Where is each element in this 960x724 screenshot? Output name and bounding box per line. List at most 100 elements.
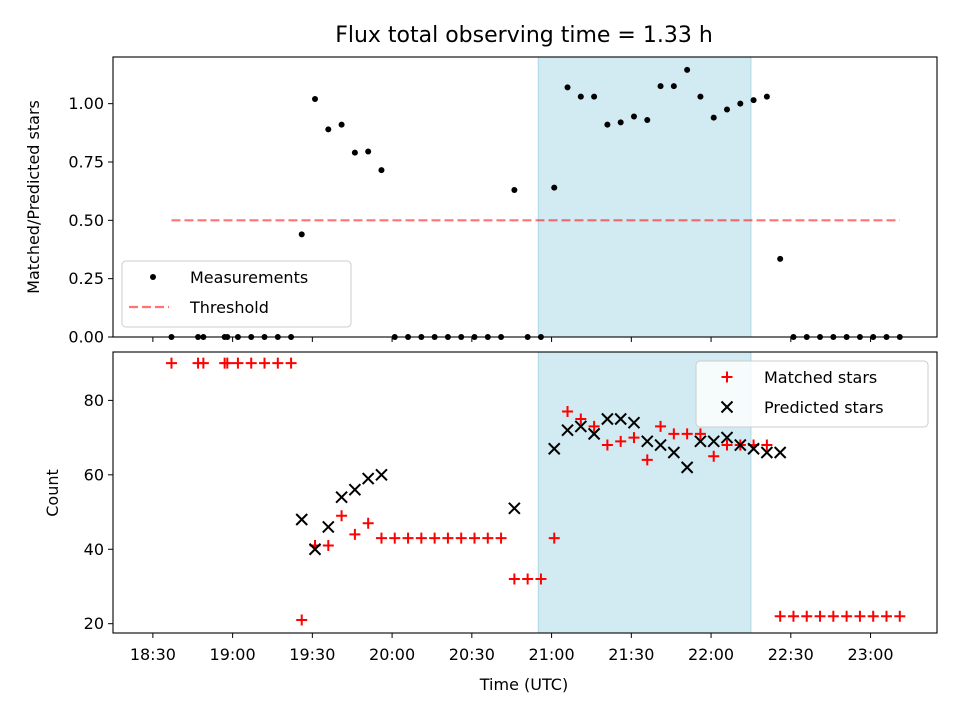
y-tick-label: 0.25 [68,269,104,288]
matched-stars-point [402,532,414,544]
legend-label: Threshold [189,298,269,317]
x-tick-label: 19:30 [289,645,335,664]
legend-box [121,260,352,328]
matched-stars-point [867,610,879,622]
measurement-point [551,184,558,191]
predicted-stars-point [707,435,720,448]
predicted-stars-point [760,446,774,459]
matched-stars-point [588,420,600,432]
x-tick-label: 23:00 [847,645,893,664]
matched-stars-point [708,450,720,462]
matched-stars-point [245,357,257,369]
matched-stars-point [761,439,773,451]
matched-stars-point [655,420,667,432]
matched-stars-point [535,573,547,585]
matched-stars-point [894,610,906,622]
x-tick-label: 18:30 [130,645,176,664]
predicted-stars-point [335,490,348,504]
measurement-point [365,148,372,155]
matched-stars-point [641,454,653,466]
matched-stars-point [508,573,520,585]
top-y-axis-label: Matched/Predicted stars [24,100,43,294]
matched-stars-point [482,532,494,544]
legend-measurements-marker [150,274,156,280]
matched-stars-point [285,357,297,369]
predicted-stars-point [601,412,614,426]
measurement-point [737,100,744,107]
predicted-stars-point [561,423,574,437]
legend-matched-marker [721,371,733,383]
matched-stars-point [429,532,441,544]
chart-title: Flux total observing time = 1.33 h [335,23,713,48]
legend-label: Measurements [190,268,308,287]
measurement-point [710,114,717,121]
matched-stars-point [349,528,361,540]
top-panel: 0.00 0.25 0.50 0.75 1.00 Measurements Threshol… [68,56,938,347]
matched-stars-point [165,357,177,369]
matched-stars-point [522,573,534,585]
measurement-point [511,187,518,193]
measurement-point [657,83,664,90]
matched-stars-point [562,406,574,418]
matched-stars-point [455,532,467,544]
x-tick-label: 20:30 [449,645,495,664]
legend: Matched stars Predicted stars [695,360,929,428]
matched-stars-point [814,610,826,622]
bottom-y-axis-label: Count [43,469,62,517]
y-tick-label: 80 [84,391,104,410]
y-tick-label: 20 [84,614,104,633]
matched-stars-point [774,610,786,622]
y-tick-label: 40 [84,540,104,559]
matched-stars-point [827,610,839,622]
predicted-stars-point [773,446,787,459]
matched-stars-point [787,610,799,622]
measurement-point [577,93,584,100]
predicted-stars-point [587,427,601,441]
matched-stars-point [548,532,560,544]
predicted-stars-point [694,435,707,448]
x-tick-label: 22:30 [768,645,814,664]
predicted-stars-point [641,435,654,448]
measurement-point [684,66,691,73]
legend-label: Matched stars [764,368,877,387]
matched-stars-point [415,532,427,544]
measurement-point [724,106,731,113]
axes-frame [112,56,938,338]
measurement-point [325,126,332,133]
measurement-point [763,93,770,100]
measurement-point [351,149,358,156]
predicted-stars-point [348,483,362,496]
matched-stars-point [375,532,387,544]
matched-stars-point [854,610,866,622]
matched-stars-point [681,428,693,440]
matched-stars-point [694,428,706,440]
predicted-stars-point [361,472,375,485]
matched-stars-point [197,357,209,369]
axes-frame [112,351,938,634]
predicted-stars-point [667,446,681,459]
legend-box [695,360,929,428]
x-tick-label: 21:30 [608,645,654,664]
matched-stars-point [272,357,284,369]
predicted-stars-point [680,461,694,474]
predicted-stars-point [614,412,627,426]
predicted-stars-point [734,438,747,452]
measurement-point [630,113,637,120]
matched-stars-point [389,532,401,544]
matched-stars-point [362,517,374,529]
matched-stars-point [668,428,680,440]
y-tick-label: 0.50 [68,211,104,230]
measurement-point [750,97,757,104]
predicted-stars-point [508,502,521,515]
matched-stars-point [232,357,244,369]
measurement-point [298,231,305,238]
measurement-point [564,84,571,91]
y-tick-label: 0.00 [68,328,104,347]
matched-stars-point [721,439,733,451]
predicted-stars-point [720,431,734,444]
predicted-stars-point [375,468,388,482]
x-tick-label: 21:00 [529,645,575,664]
matched-stars-point [296,614,308,626]
matched-stars-point [259,357,271,369]
predicted-stars-point [574,420,588,433]
